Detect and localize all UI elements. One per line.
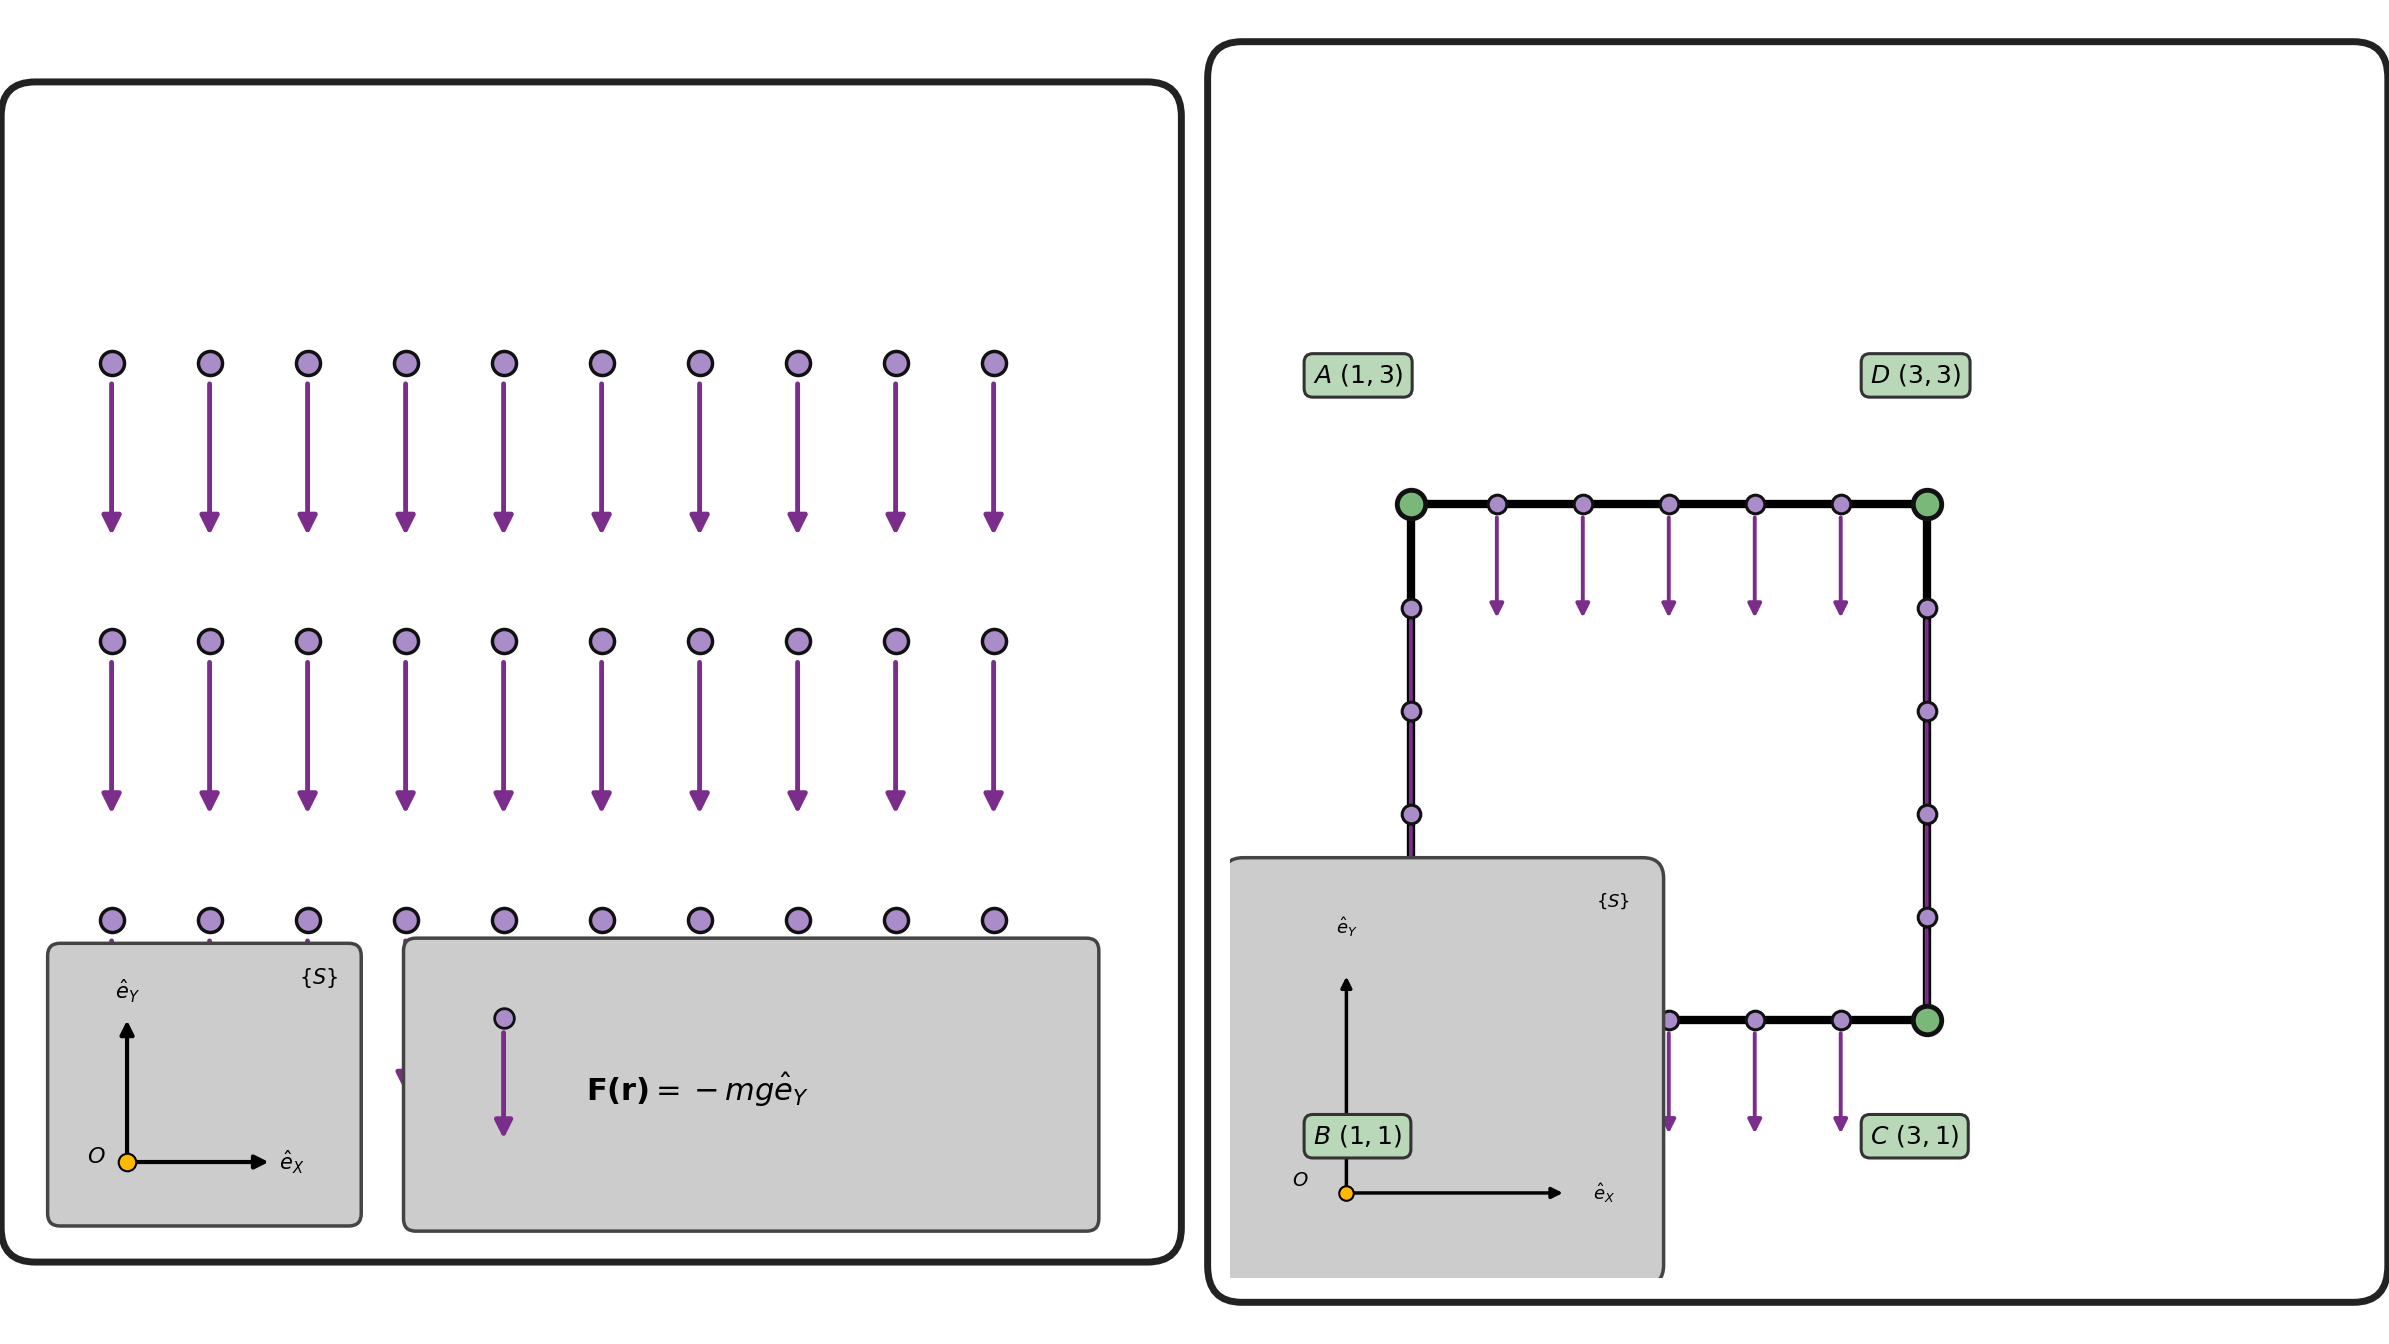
Point <box>583 352 621 374</box>
Text: $\hat{e}_Y$: $\hat{e}_Y$ <box>1335 915 1357 939</box>
Point <box>1479 493 1517 515</box>
Point <box>1906 700 1945 722</box>
Text: $O$: $O$ <box>86 1146 105 1167</box>
Point <box>485 1007 523 1028</box>
Point <box>1565 493 1603 515</box>
Point <box>1820 493 1859 515</box>
Point <box>583 630 621 652</box>
Text: $\mathit{C}\ (3,1)$: $\mathit{C}\ (3,1)$ <box>1871 1124 1959 1149</box>
Point <box>1565 1009 1603 1031</box>
Point <box>779 352 817 374</box>
Text: $\hat{e}_X$: $\hat{e}_X$ <box>280 1148 306 1176</box>
Point <box>1479 1009 1517 1031</box>
Text: $O$: $O$ <box>1292 1171 1309 1189</box>
Point <box>108 1152 146 1173</box>
Point <box>975 630 1013 652</box>
Point <box>485 909 523 930</box>
Point <box>1393 1009 1431 1031</box>
Point <box>681 352 719 374</box>
Point <box>191 909 229 930</box>
Point <box>289 352 327 374</box>
Text: $\mathit{B}\ (1,1)$: $\mathit{B}\ (1,1)$ <box>1314 1124 1402 1149</box>
Point <box>387 352 425 374</box>
Point <box>877 352 915 374</box>
Point <box>191 352 229 374</box>
Point <box>1393 906 1431 927</box>
Point <box>779 630 817 652</box>
FancyBboxPatch shape <box>1209 42 2389 1302</box>
Point <box>1820 1009 1859 1031</box>
Point <box>93 352 131 374</box>
Point <box>1393 804 1431 825</box>
Point <box>289 909 327 930</box>
Point <box>779 909 817 930</box>
Point <box>1328 1183 1367 1204</box>
Point <box>93 909 131 930</box>
Point <box>681 630 719 652</box>
Point <box>1906 804 1945 825</box>
Point <box>1651 1009 1689 1031</box>
FancyBboxPatch shape <box>404 938 1099 1231</box>
Text: $\mathit{A}\ (1,3)$: $\mathit{A}\ (1,3)$ <box>1314 363 1402 388</box>
Point <box>1906 597 1945 618</box>
Point <box>975 352 1013 374</box>
Point <box>1737 493 1775 515</box>
Point <box>975 909 1013 930</box>
Point <box>1651 493 1689 515</box>
Point <box>1906 493 1945 515</box>
Point <box>877 909 915 930</box>
Text: $\mathbf{F(r)} = -mg\hat{e}_Y$: $\mathbf{F(r)} = -mg\hat{e}_Y$ <box>585 1071 810 1109</box>
Text: $\mathit{D}\ (3,3)$: $\mathit{D}\ (3,3)$ <box>1871 363 1961 388</box>
FancyBboxPatch shape <box>1223 857 1663 1286</box>
Point <box>485 352 523 374</box>
Point <box>93 630 131 652</box>
Point <box>1393 493 1431 515</box>
Point <box>289 630 327 652</box>
Point <box>1737 1009 1775 1031</box>
Point <box>1906 906 1945 927</box>
FancyBboxPatch shape <box>2 82 1180 1262</box>
Point <box>1906 1009 1945 1031</box>
Point <box>681 909 719 930</box>
Text: $\hat{e}_X$: $\hat{e}_X$ <box>1593 1181 1615 1204</box>
Point <box>387 630 425 652</box>
Point <box>191 630 229 652</box>
Point <box>1393 700 1431 722</box>
Point <box>485 630 523 652</box>
Point <box>877 630 915 652</box>
Point <box>1393 597 1431 618</box>
Point <box>583 909 621 930</box>
Text: $\hat{e}_Y$: $\hat{e}_Y$ <box>115 978 139 1005</box>
FancyBboxPatch shape <box>48 943 361 1226</box>
Text: $\{S\}$: $\{S\}$ <box>299 966 339 991</box>
Point <box>387 909 425 930</box>
Text: $\{S\}$: $\{S\}$ <box>1596 891 1629 911</box>
